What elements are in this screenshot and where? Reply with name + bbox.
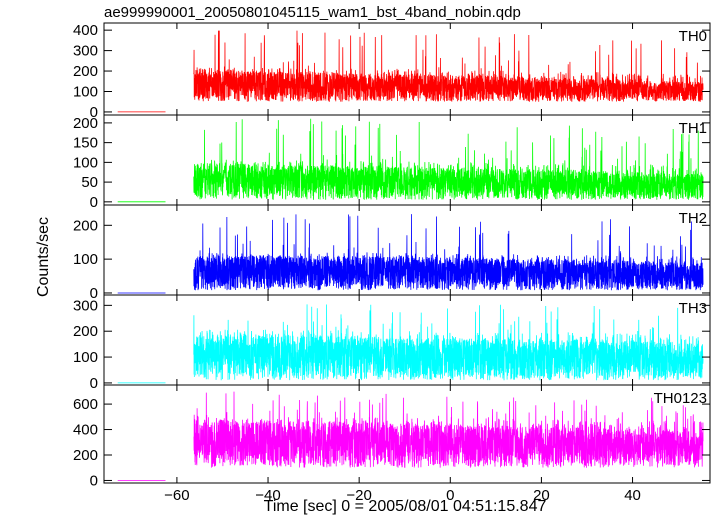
panel-frame [103, 384, 711, 484]
y-tick-label: 200 [73, 115, 98, 132]
y-tick-label: 0 [90, 194, 98, 211]
y-tick-label: 0 [90, 104, 98, 121]
y-tick-label: 600 [73, 396, 98, 413]
panel-frame [103, 22, 711, 116]
y-tick-label: 100 [73, 251, 98, 268]
panel-label: TH0123 [654, 390, 707, 407]
panel-label: TH3 [679, 300, 707, 317]
series-trace-th1 [117, 118, 704, 203]
panel-th0123: 0 200 400 600 TH0123 [73, 384, 711, 489]
x-tick-label: 0 [446, 487, 454, 504]
chart-title: ae999990001_20050801045115_wam1_bst_4ban… [104, 4, 521, 21]
y-tick-label: 200 [73, 63, 98, 80]
x-tick-label: −60 [164, 487, 189, 504]
y-tick-label: 100 [73, 349, 98, 366]
y-tick-label: 400 [73, 22, 98, 39]
panel-th1: 0 50 100 150 200 TH1 [73, 114, 711, 211]
y-tick-label: 200 [73, 323, 98, 340]
y-tick-label: 100 [73, 83, 98, 100]
series-trace-th0 [117, 30, 704, 113]
panel-label: TH1 [679, 120, 707, 137]
panel-label: TH0 [679, 28, 707, 45]
panel-label: TH2 [679, 210, 707, 227]
x-tick-label: −20 [346, 487, 371, 504]
y-tick-label: 150 [73, 135, 98, 152]
series-trace-th0123 [117, 391, 704, 481]
y-tick-label: 0 [90, 375, 98, 392]
x-tick-label: 40 [624, 487, 641, 504]
y-tick-label: 300 [73, 43, 98, 60]
y-tick-label: 400 [73, 422, 98, 439]
x-tick-label: −40 [255, 487, 280, 504]
panel-th0: 0 100 200 300 400 TH0 [73, 22, 711, 121]
y-tick-label: 200 [73, 447, 98, 464]
x-tick-label: 20 [533, 487, 550, 504]
y-tick-label: 300 [73, 297, 98, 314]
y-tick-label: 100 [73, 154, 98, 171]
y-tick-label: 0 [90, 472, 98, 489]
x-axis-title: Time [sec] 0 = 2005/08/01 04:51:15.847 [264, 498, 547, 515]
y-axis-title: Counts/sec [35, 217, 52, 297]
panel-th2: 0 100 200 TH2 [73, 204, 711, 302]
series-trace-th3 [117, 304, 704, 384]
y-tick-label: 200 [73, 217, 98, 234]
series-trace-th2 [117, 214, 704, 294]
y-tick-label: 50 [81, 174, 98, 191]
panel-th3: 0 100 200 300 TH3 [73, 294, 711, 392]
y-tick-label: 0 [90, 285, 98, 302]
